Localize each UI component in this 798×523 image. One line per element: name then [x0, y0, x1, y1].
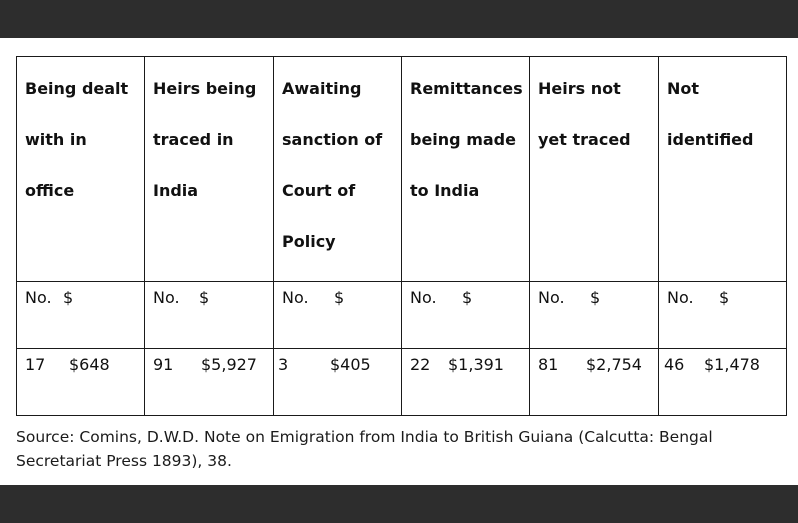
value-cell: 22 $1,391: [401, 348, 530, 416]
header-cell-being-dealt: Being dealt with in office: [16, 56, 145, 282]
value-count: 17: [25, 355, 46, 374]
header-line: Heirs not: [538, 79, 621, 98]
value-cell: 91 $5,927: [144, 348, 274, 416]
unit-count: No.: [282, 288, 309, 307]
value-amount: $1,478: [704, 355, 760, 374]
unit-count: No.: [153, 288, 180, 307]
unit-cell: No. $: [16, 281, 145, 349]
header-line: Remittances: [410, 79, 523, 98]
value-count: 3: [278, 355, 289, 374]
header-line: India: [153, 181, 199, 200]
header-cell-heirs-being-traced: Heirs being traced in India: [144, 56, 274, 282]
values-row: 17 $648 91 $5,927 3 $405 22 $1,391 81 $2,754 …: [16, 348, 787, 416]
header-line: identified: [667, 130, 754, 149]
units-row: No. $ No. $ No. $ No. $ No. $ No. $: [16, 281, 787, 349]
header-line: sanction of: [282, 130, 383, 149]
header-line: Heirs being: [153, 79, 257, 98]
value-amount: $405: [330, 355, 371, 374]
value-amount: $1,391: [448, 355, 504, 374]
value-amount: $648: [69, 355, 110, 374]
header-line: yet traced: [538, 130, 631, 149]
header-line: Court of: [282, 181, 356, 200]
unit-count: No.: [25, 288, 52, 307]
header-line: Policy: [282, 232, 336, 251]
header-line: office: [25, 181, 75, 200]
unit-cell: No. $: [144, 281, 274, 349]
value-count: 91: [153, 355, 174, 374]
value-amount: $5,927: [201, 355, 257, 374]
value-cell: 17 $648: [16, 348, 145, 416]
value-count: 22: [410, 355, 431, 374]
document-page: Being dealt with in office Heirs being t…: [0, 38, 798, 485]
value-count: 81: [538, 355, 559, 374]
header-line: Being dealt: [25, 79, 129, 98]
header-row: Being dealt with in office Heirs being t…: [16, 56, 787, 282]
header-cell-awaiting-sanction: Awaiting sanction of Court of Policy: [273, 56, 402, 282]
unit-count: No.: [410, 288, 437, 307]
header-line: being made: [410, 130, 516, 149]
header-line: traced in: [153, 130, 234, 149]
unit-count: No.: [667, 288, 694, 307]
value-cell: 81 $2,754: [529, 348, 659, 416]
unit-amount: $: [63, 288, 74, 307]
unit-cell: No. $: [658, 281, 787, 349]
unit-count: No.: [538, 288, 565, 307]
unit-cell: No. $: [401, 281, 530, 349]
header-line: to India: [410, 181, 480, 200]
header-cell-not-identified: Not identified: [658, 56, 787, 282]
unit-amount: $: [462, 288, 473, 307]
value-count: 46: [664, 355, 685, 374]
unit-cell: No. $: [273, 281, 402, 349]
header-line: Not: [667, 79, 700, 98]
header-cell-remittances: Remittances being made to India: [401, 56, 530, 282]
header-cell-heirs-not-traced: Heirs not yet traced: [529, 56, 659, 282]
unit-amount: $: [199, 288, 210, 307]
value-cell: 3 $405: [273, 348, 402, 416]
unit-amount: $: [334, 288, 345, 307]
unit-cell: No. $: [529, 281, 659, 349]
header-line: with in: [25, 130, 87, 149]
source-citation: Source: Comins, D.W.D. Note on Emigratio…: [16, 428, 713, 470]
unit-amount: $: [719, 288, 730, 307]
value-amount: $2,754: [586, 355, 642, 374]
unit-amount: $: [590, 288, 601, 307]
remittance-table: Being dealt with in office Heirs being t…: [16, 56, 787, 416]
header-line: Awaiting: [282, 79, 362, 98]
value-cell: 46 $1,478: [658, 348, 787, 416]
